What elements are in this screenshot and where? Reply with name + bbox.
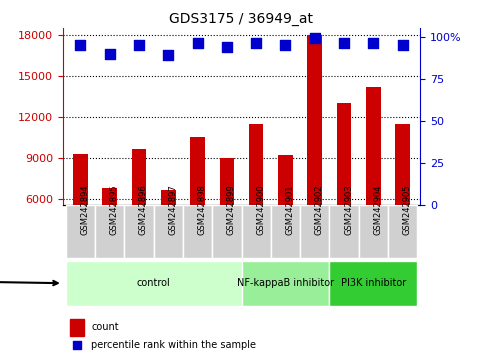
Point <box>340 41 348 46</box>
Bar <box>161 190 176 280</box>
Point <box>135 42 143 48</box>
Text: agent: agent <box>0 275 57 285</box>
Text: GSM242900: GSM242900 <box>256 184 265 235</box>
Bar <box>132 149 146 280</box>
Title: GDS3175 / 36949_at: GDS3175 / 36949_at <box>170 12 313 26</box>
Point <box>311 36 319 41</box>
Text: count: count <box>91 322 119 332</box>
Bar <box>366 87 381 280</box>
Point <box>282 42 289 48</box>
Text: GSM242896: GSM242896 <box>139 184 148 235</box>
Text: GSM242897: GSM242897 <box>168 184 177 235</box>
Bar <box>337 103 351 280</box>
Bar <box>307 35 322 280</box>
Point <box>194 41 201 46</box>
FancyBboxPatch shape <box>124 205 154 258</box>
Point <box>76 42 84 48</box>
Text: GSM242899: GSM242899 <box>227 184 236 235</box>
FancyBboxPatch shape <box>388 205 417 258</box>
Point <box>106 51 114 56</box>
FancyBboxPatch shape <box>183 205 212 258</box>
FancyBboxPatch shape <box>95 205 124 258</box>
Point <box>368 282 375 287</box>
FancyBboxPatch shape <box>329 205 359 258</box>
FancyBboxPatch shape <box>66 205 95 258</box>
FancyBboxPatch shape <box>66 261 242 306</box>
FancyBboxPatch shape <box>242 261 329 306</box>
Text: PI3K inhibitor: PI3K inhibitor <box>341 278 406 288</box>
Point <box>369 41 377 46</box>
Bar <box>220 158 234 280</box>
Bar <box>102 188 117 280</box>
FancyBboxPatch shape <box>271 205 300 258</box>
Point <box>252 41 260 46</box>
FancyBboxPatch shape <box>329 261 417 306</box>
Text: GSM242902: GSM242902 <box>315 184 324 235</box>
Text: GSM242895: GSM242895 <box>110 184 119 235</box>
FancyBboxPatch shape <box>359 205 388 258</box>
Bar <box>190 137 205 280</box>
Bar <box>249 124 263 280</box>
Bar <box>395 124 410 280</box>
Text: GSM242898: GSM242898 <box>198 184 207 235</box>
Bar <box>70 319 84 336</box>
Text: GSM242901: GSM242901 <box>285 184 295 235</box>
Text: GSM242903: GSM242903 <box>344 184 353 235</box>
Bar <box>278 155 293 280</box>
Text: GSM242894: GSM242894 <box>80 184 89 235</box>
FancyBboxPatch shape <box>154 205 183 258</box>
Text: NF-kappaB inhibitor: NF-kappaB inhibitor <box>237 278 334 288</box>
Bar <box>73 154 88 280</box>
Text: GSM242905: GSM242905 <box>403 184 412 235</box>
Point <box>164 52 172 58</box>
Point <box>223 44 231 50</box>
Text: GSM242904: GSM242904 <box>373 184 383 235</box>
Text: control: control <box>137 278 170 288</box>
FancyBboxPatch shape <box>212 205 242 258</box>
FancyBboxPatch shape <box>242 205 271 258</box>
Text: percentile rank within the sample: percentile rank within the sample <box>91 340 256 350</box>
Point <box>399 42 407 48</box>
FancyBboxPatch shape <box>300 205 329 258</box>
